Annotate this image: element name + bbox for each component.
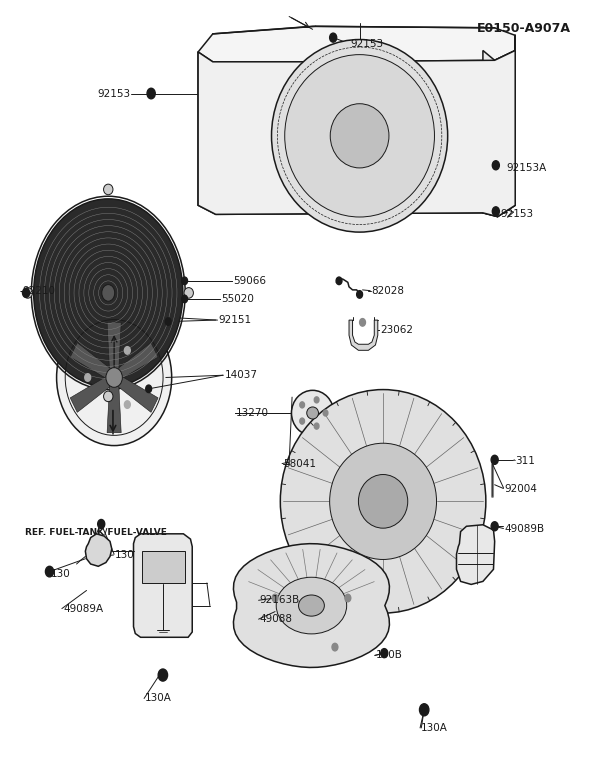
Circle shape: [146, 385, 152, 393]
Ellipse shape: [104, 184, 113, 195]
Text: 92163B: 92163B: [260, 595, 300, 606]
Circle shape: [98, 519, 105, 528]
Circle shape: [85, 374, 91, 381]
Circle shape: [492, 207, 499, 216]
Text: E0150-A907A: E0150-A907A: [477, 22, 571, 35]
Ellipse shape: [358, 475, 408, 528]
Text: 130A: 130A: [145, 694, 172, 703]
Text: 92153: 92153: [97, 89, 130, 99]
Text: 130: 130: [114, 550, 135, 560]
Circle shape: [491, 522, 498, 531]
Circle shape: [182, 277, 188, 284]
Text: 92153A: 92153A: [506, 162, 547, 173]
Polygon shape: [234, 543, 389, 668]
Text: 14037: 14037: [225, 370, 257, 381]
Circle shape: [419, 703, 429, 716]
Circle shape: [345, 594, 351, 602]
Polygon shape: [70, 343, 115, 381]
Circle shape: [182, 295, 188, 302]
Ellipse shape: [330, 104, 389, 168]
Circle shape: [323, 410, 328, 416]
Text: 130B: 130B: [376, 650, 403, 660]
Text: REF. FUEL-TANK/FUEL-VALVE: REF. FUEL-TANK/FUEL-VALVE: [25, 528, 167, 537]
Text: 49089A: 49089A: [63, 603, 103, 613]
Ellipse shape: [307, 407, 319, 419]
Circle shape: [45, 566, 54, 577]
Ellipse shape: [285, 55, 434, 217]
Text: 58041: 58041: [283, 459, 316, 468]
Ellipse shape: [299, 595, 325, 616]
Circle shape: [314, 397, 319, 403]
Circle shape: [314, 423, 319, 429]
Polygon shape: [457, 525, 494, 584]
Text: 130: 130: [51, 568, 71, 579]
Text: 92210: 92210: [22, 286, 55, 296]
Circle shape: [272, 594, 278, 602]
Circle shape: [165, 318, 171, 325]
Circle shape: [491, 456, 498, 465]
Text: 59066: 59066: [233, 276, 266, 286]
Text: 92004: 92004: [504, 484, 537, 493]
Circle shape: [492, 161, 499, 170]
Ellipse shape: [280, 390, 486, 613]
Text: 92153: 92153: [351, 39, 384, 49]
Text: 82028: 82028: [371, 286, 404, 296]
Text: 13270: 13270: [236, 408, 269, 418]
Polygon shape: [113, 343, 158, 381]
Circle shape: [124, 346, 130, 354]
Circle shape: [147, 88, 155, 99]
Text: 23062: 23062: [380, 325, 413, 335]
Polygon shape: [86, 534, 112, 566]
Text: 49089B: 49089B: [504, 524, 545, 534]
Polygon shape: [133, 534, 192, 637]
Polygon shape: [113, 374, 158, 412]
Polygon shape: [107, 380, 121, 433]
FancyBboxPatch shape: [142, 551, 185, 583]
Polygon shape: [483, 36, 515, 217]
Ellipse shape: [184, 287, 194, 298]
Text: 55020: 55020: [222, 294, 254, 304]
Text: 130A: 130A: [421, 723, 448, 733]
Circle shape: [124, 401, 130, 409]
Polygon shape: [198, 27, 515, 62]
Ellipse shape: [102, 284, 114, 301]
Text: 49088: 49088: [260, 614, 293, 624]
Circle shape: [330, 33, 337, 42]
Ellipse shape: [34, 199, 183, 387]
Text: 92151: 92151: [219, 315, 252, 325]
Ellipse shape: [106, 368, 122, 387]
Polygon shape: [70, 374, 115, 412]
Ellipse shape: [276, 578, 347, 634]
Polygon shape: [349, 320, 378, 350]
Polygon shape: [198, 51, 515, 217]
Circle shape: [300, 418, 304, 424]
Ellipse shape: [57, 309, 172, 446]
Ellipse shape: [23, 287, 32, 298]
Circle shape: [357, 290, 362, 298]
Ellipse shape: [104, 391, 113, 402]
Circle shape: [359, 318, 365, 326]
Text: 311: 311: [515, 456, 535, 465]
Circle shape: [158, 669, 168, 681]
Circle shape: [300, 402, 304, 408]
Circle shape: [336, 277, 342, 284]
Ellipse shape: [271, 39, 448, 232]
Polygon shape: [107, 322, 121, 375]
Text: 92153: 92153: [500, 209, 533, 219]
Ellipse shape: [330, 443, 437, 559]
Circle shape: [332, 644, 338, 651]
Circle shape: [22, 288, 30, 297]
Ellipse shape: [291, 390, 334, 436]
Circle shape: [381, 649, 388, 658]
